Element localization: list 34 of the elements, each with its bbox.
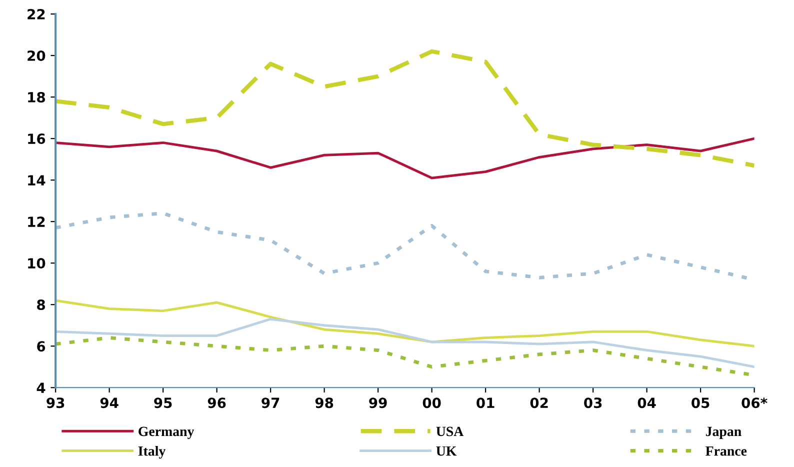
line-series: [56, 137, 754, 180]
y-tick-label: 18: [28, 92, 45, 103]
y-tick-label: 6: [37, 341, 46, 352]
y-tick-label: 8: [37, 300, 45, 310]
legend-label: Japan: [706, 426, 742, 439]
x-tick-label: 02: [530, 398, 548, 408]
y-tick-label: 4: [36, 382, 46, 393]
y-tick-label: 16: [28, 134, 46, 144]
x-tick-label: 95: [154, 398, 172, 408]
x-tick-label: 01: [476, 398, 494, 408]
x-tick-label: 03: [584, 398, 602, 408]
x-tick-label: 96: [208, 398, 226, 408]
y-tick-label: 12: [28, 216, 45, 227]
line-series: [56, 318, 754, 368]
x-tick-label: 99: [369, 398, 387, 408]
x-tick-label: 93: [46, 398, 64, 408]
legend-label: Italy: [138, 446, 166, 459]
x-tick-label: 04: [638, 398, 656, 408]
line-series: [56, 299, 754, 348]
y-tick-label: 10: [28, 258, 46, 269]
line-series: [56, 49, 754, 168]
legend-label: France: [706, 446, 747, 456]
x-tick-label: 94: [100, 398, 118, 408]
x-tick-label: 06*: [742, 398, 768, 408]
legend-label: UK: [436, 446, 457, 456]
x-tick-label: 97: [262, 398, 280, 408]
y-tick-label: 14: [28, 175, 46, 186]
x-tick-label: 00: [422, 398, 441, 408]
x-tick-label: 98: [315, 398, 334, 408]
y-tick-label: 20: [28, 50, 46, 61]
x-tick-label: 05: [692, 398, 710, 408]
y-tick-label: 22: [28, 8, 45, 20]
legend-label: Germany: [138, 426, 194, 439]
legend-label: USA: [436, 426, 464, 436]
